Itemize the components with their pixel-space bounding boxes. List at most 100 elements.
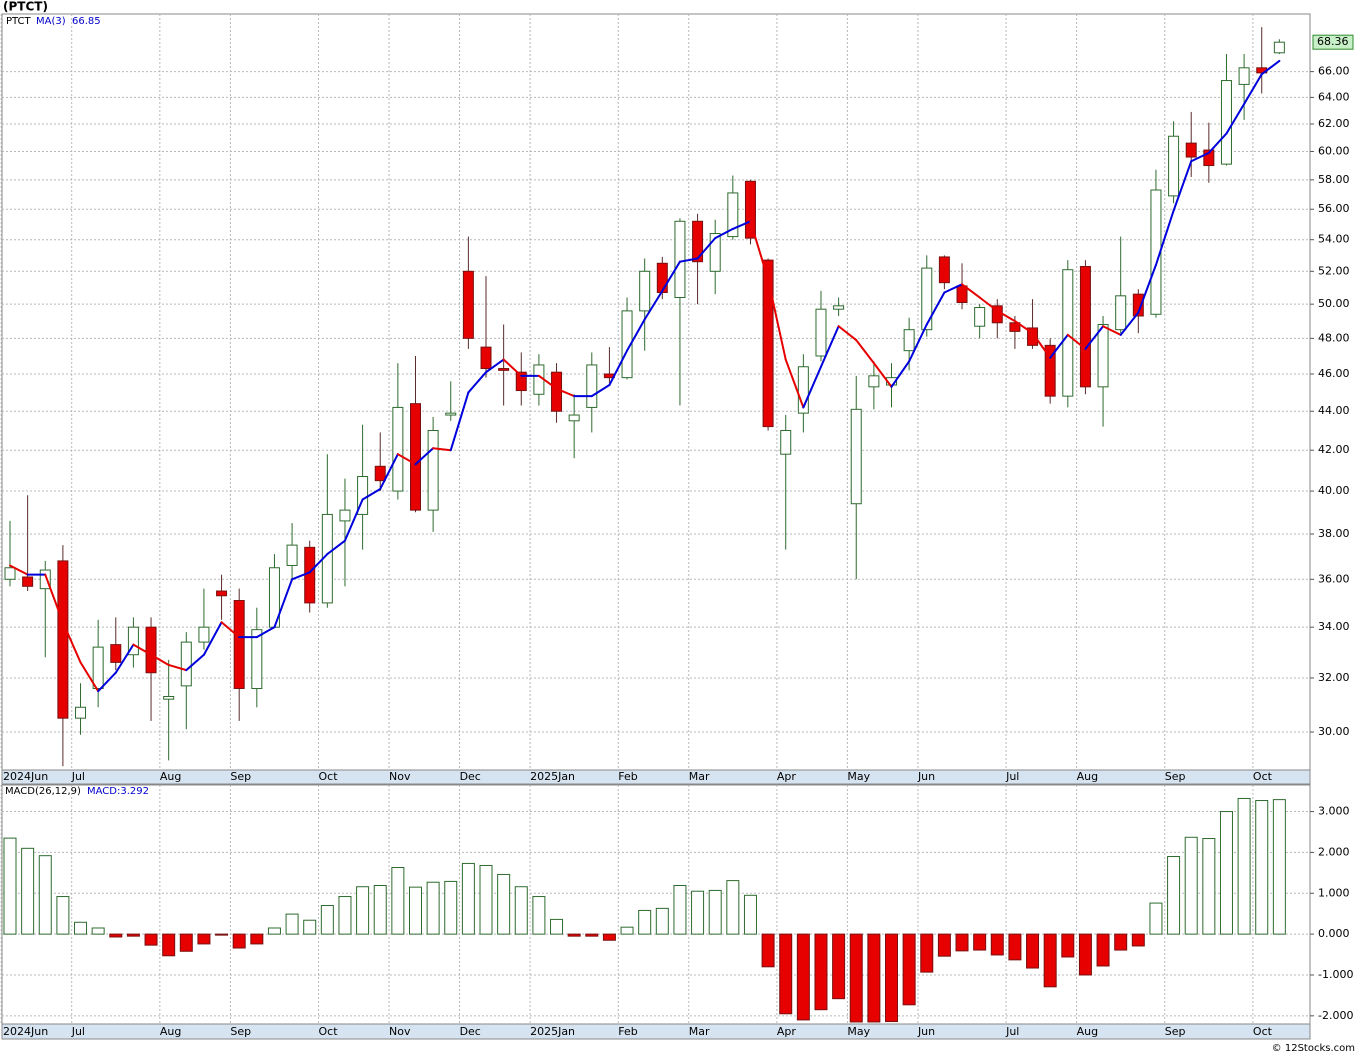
ma-segment [802,365,822,409]
candle-body [974,307,986,327]
last-price-box [1312,34,1354,50]
candle-body [392,406,404,492]
symbol-label: PTCT [6,16,32,27]
candle-body [1044,344,1056,397]
macd-bar [179,933,193,952]
candle-body [797,366,809,414]
ma-segment [767,278,787,361]
macd-bar [373,885,387,935]
macd-bar [356,886,370,935]
y-tick-label: -2.000 [1318,1009,1353,1022]
macd-bar [885,933,898,1023]
x-tick-label: Oct [319,770,339,783]
ma-segment [1243,73,1263,105]
macd-bar [1008,933,1022,961]
macd-bar [832,933,846,1000]
footer: © 12Stocks.com [1272,1043,1355,1054]
ma-segment [273,578,294,629]
ma-segment [978,296,999,312]
ma-segment [132,643,153,656]
y-tick-label: 56.00 [1318,202,1350,215]
candle-body [692,220,704,263]
macd-bar [1184,836,1198,935]
macd-bar [91,927,105,935]
macd-bar [796,933,810,1021]
ma-segment [361,487,382,501]
x-tick-label: 2024Jun [3,770,48,783]
macd-bar [303,919,317,935]
candle-body [744,180,756,239]
x-tick-label: Sep [230,1025,251,1038]
macd-bar [1026,933,1040,969]
macd-title: MACD(26,12,9) [5,786,81,797]
macd-bar [250,933,264,945]
candle-body [22,576,34,587]
macd-bar [1255,800,1269,935]
macd-bar [955,933,969,952]
x-tick-label: 2025Jan [530,770,575,783]
candle-body [1009,322,1021,332]
ma-segment [396,453,417,466]
ma-segment [784,358,805,409]
macd-bar [1043,933,1057,988]
candle-body [674,220,686,298]
candle-body [427,429,439,511]
candle-body [709,233,721,272]
ma-segment [150,653,170,666]
candle-body [1185,142,1197,158]
y-tick-label: 2.000 [1318,845,1350,858]
y-tick-label: 50.00 [1318,297,1350,310]
x-tick-label: Jul [1005,1025,1019,1038]
y-tick-label: 64.00 [1318,90,1350,103]
macd-bar [726,880,740,935]
candle-body [339,509,351,522]
macd-bar [461,862,475,935]
ma-segment [167,663,188,672]
macd-value-label: MACD:3.292 [87,786,149,797]
candle-body [480,346,492,370]
ma-segment [255,626,276,639]
ma-segment [1190,151,1210,163]
x-tick-label: Mar [689,1025,710,1038]
grid [0,14,1314,1024]
x-tick-label: Dec [460,770,481,783]
ma-segment [661,260,681,292]
macd-bar [990,933,1004,956]
macd-bar [779,933,793,1015]
ma-segment [1119,311,1140,336]
candle-body [1203,149,1215,167]
macd-bar [1202,838,1216,935]
candle-body [251,629,263,689]
labels: PTCT MA(3) 66.85 MACD(26,12,9) MACD:3.29… [3,16,1355,1054]
candle-body [833,305,845,310]
ma-segment [678,257,699,263]
macd-bar [1149,902,1163,935]
candle-body [850,408,862,505]
ma-segment [872,362,893,388]
x-tick-label: Sep [230,770,251,783]
y-tick-label: 62.00 [1318,117,1350,130]
ma-segment [696,237,717,260]
y-tick-label: 46.00 [1318,367,1350,380]
ma-segment [185,653,205,672]
ma-segment [97,671,117,693]
macd-bar [673,885,687,935]
ma-segment [1013,320,1034,335]
y-tick-label: 52.00 [1318,264,1350,277]
x-tick-label: 2025Jan [530,1025,575,1038]
macd-bar [497,873,511,935]
macd-bar [38,855,52,935]
candle-body [462,270,474,339]
y-tick-label: 48.00 [1318,331,1350,344]
x-tick-label: Jun [917,1025,935,1038]
macd-bar [285,913,299,935]
y-tick-label: 1.000 [1318,886,1350,899]
ma-segment [379,453,399,490]
ma-segment [1260,59,1281,76]
ma-segment [537,374,558,390]
ma-segment [1207,132,1228,154]
ma-label: MA(3) [36,16,66,27]
x-tick-label: Jul [71,770,85,783]
